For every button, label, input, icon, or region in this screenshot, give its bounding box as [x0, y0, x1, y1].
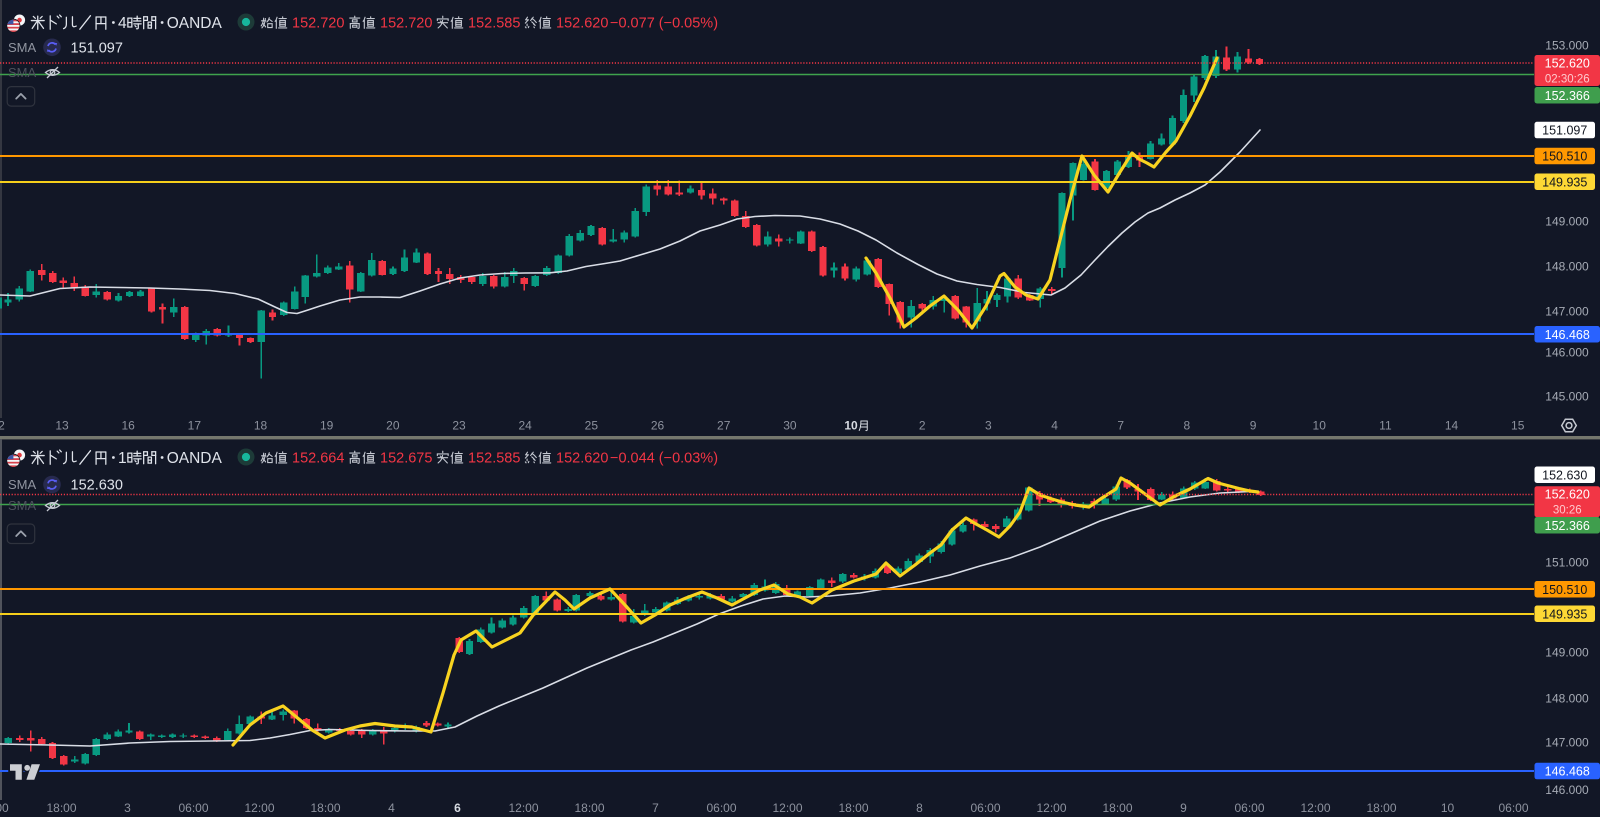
svg-text:4: 4 [1051, 419, 1058, 433]
svg-text:2: 2 [0, 419, 5, 433]
svg-text:3: 3 [985, 419, 992, 433]
svg-text:6: 6 [454, 801, 461, 815]
svg-text:10: 10 [1441, 801, 1455, 815]
svg-text:152.630: 152.630 [1542, 468, 1587, 482]
svg-text:27: 27 [717, 419, 731, 433]
svg-text:7: 7 [652, 801, 659, 815]
svg-text:18:00: 18:00 [1366, 801, 1396, 815]
svg-text:152.366: 152.366 [1545, 519, 1590, 533]
svg-text:152.720: 152.720 [292, 16, 344, 32]
svg-text:20: 20 [386, 419, 400, 433]
svg-text:SMA: SMA [8, 477, 37, 492]
svg-text:153.000: 153.000 [1545, 38, 1589, 52]
svg-text:OANDA: OANDA [167, 15, 223, 32]
svg-text:146.000: 146.000 [1545, 345, 1589, 359]
svg-text:4: 4 [388, 801, 395, 815]
svg-text:SMA: SMA [8, 40, 37, 55]
svg-text:02:30:26: 02:30:26 [1545, 73, 1590, 85]
svg-text:−0.077 (−0.05%): −0.077 (−0.05%) [610, 16, 718, 32]
svg-text:3: 3 [124, 801, 131, 815]
svg-text:12:00: 12:00 [772, 801, 802, 815]
svg-text:10: 10 [1313, 419, 1327, 433]
svg-text:146.468: 146.468 [1545, 765, 1590, 779]
svg-text:152.720: 152.720 [380, 16, 432, 32]
svg-text:9: 9 [1180, 801, 1187, 815]
svg-text:00: 00 [0, 801, 9, 815]
svg-text:152.366: 152.366 [1545, 89, 1590, 103]
svg-text:147.000: 147.000 [1545, 304, 1589, 318]
svg-text:152.620: 152.620 [1545, 56, 1590, 70]
svg-text:150.510: 150.510 [1542, 150, 1587, 164]
svg-text:19: 19 [320, 419, 334, 433]
svg-text:152.620: 152.620 [556, 451, 608, 467]
svg-text:SMA: SMA [8, 65, 37, 80]
svg-text:26: 26 [651, 419, 665, 433]
svg-text:152.620: 152.620 [556, 16, 608, 32]
svg-text:15: 15 [1511, 419, 1525, 433]
svg-text:150.510: 150.510 [1542, 583, 1587, 597]
svg-text:8: 8 [1184, 419, 1191, 433]
svg-text:149.935: 149.935 [1542, 175, 1587, 189]
svg-text:24: 24 [519, 419, 533, 433]
svg-text:18:00: 18:00 [310, 801, 340, 815]
svg-text:12:00: 12:00 [1036, 801, 1066, 815]
svg-text:2: 2 [919, 419, 926, 433]
svg-text:10: 10 [844, 419, 858, 433]
svg-text:30:26: 30:26 [1553, 505, 1582, 517]
svg-text:06:00: 06:00 [1234, 801, 1264, 815]
svg-text:16: 16 [121, 419, 135, 433]
svg-text:SMA: SMA [8, 498, 37, 513]
svg-text:151.000: 151.000 [1545, 555, 1589, 569]
svg-text:12:00: 12:00 [1300, 801, 1330, 815]
svg-text:30: 30 [783, 419, 797, 433]
svg-text:151.097: 151.097 [71, 40, 123, 56]
svg-text:152.675: 152.675 [380, 451, 432, 467]
svg-text:12:00: 12:00 [244, 801, 274, 815]
svg-text:152.664: 152.664 [292, 451, 344, 467]
svg-text:18:00: 18:00 [46, 801, 76, 815]
svg-text:9: 9 [1250, 419, 1257, 433]
svg-text:146.000: 146.000 [1545, 783, 1589, 797]
svg-text:06:00: 06:00 [706, 801, 736, 815]
svg-text:11: 11 [1379, 419, 1392, 433]
svg-text:147.000: 147.000 [1545, 735, 1589, 749]
svg-text:25: 25 [585, 419, 599, 433]
svg-text:145.000: 145.000 [1545, 389, 1589, 403]
svg-text:151.097: 151.097 [1542, 124, 1587, 138]
svg-text:7: 7 [1117, 419, 1124, 433]
svg-text:12:00: 12:00 [508, 801, 538, 815]
svg-text:146.468: 146.468 [1545, 328, 1590, 342]
svg-text:06:00: 06:00 [1498, 801, 1528, 815]
svg-text:8: 8 [916, 801, 923, 815]
svg-text:149.000: 149.000 [1545, 214, 1589, 228]
svg-text:148.000: 148.000 [1545, 691, 1589, 705]
svg-text:4: 4 [118, 15, 127, 32]
svg-text:1: 1 [118, 450, 127, 467]
svg-text:148.000: 148.000 [1545, 259, 1589, 273]
svg-text:OANDA: OANDA [167, 450, 223, 467]
svg-text:13: 13 [55, 419, 69, 433]
svg-text:18:00: 18:00 [1102, 801, 1132, 815]
svg-text:06:00: 06:00 [970, 801, 1000, 815]
svg-text:18: 18 [254, 419, 268, 433]
svg-text:152.630: 152.630 [71, 478, 123, 494]
svg-text:18:00: 18:00 [574, 801, 604, 815]
svg-text:−0.044 (−0.03%): −0.044 (−0.03%) [610, 451, 718, 467]
svg-text:17: 17 [188, 419, 202, 433]
svg-text:23: 23 [452, 419, 466, 433]
svg-text:152.620: 152.620 [1545, 487, 1590, 501]
svg-text:152.585: 152.585 [468, 451, 520, 467]
svg-text:06:00: 06:00 [178, 801, 208, 815]
svg-text:14: 14 [1445, 419, 1459, 433]
svg-text:18:00: 18:00 [838, 801, 868, 815]
svg-text:149.000: 149.000 [1545, 645, 1589, 659]
svg-text:149.935: 149.935 [1542, 607, 1587, 621]
svg-text:152.585: 152.585 [468, 16, 520, 32]
